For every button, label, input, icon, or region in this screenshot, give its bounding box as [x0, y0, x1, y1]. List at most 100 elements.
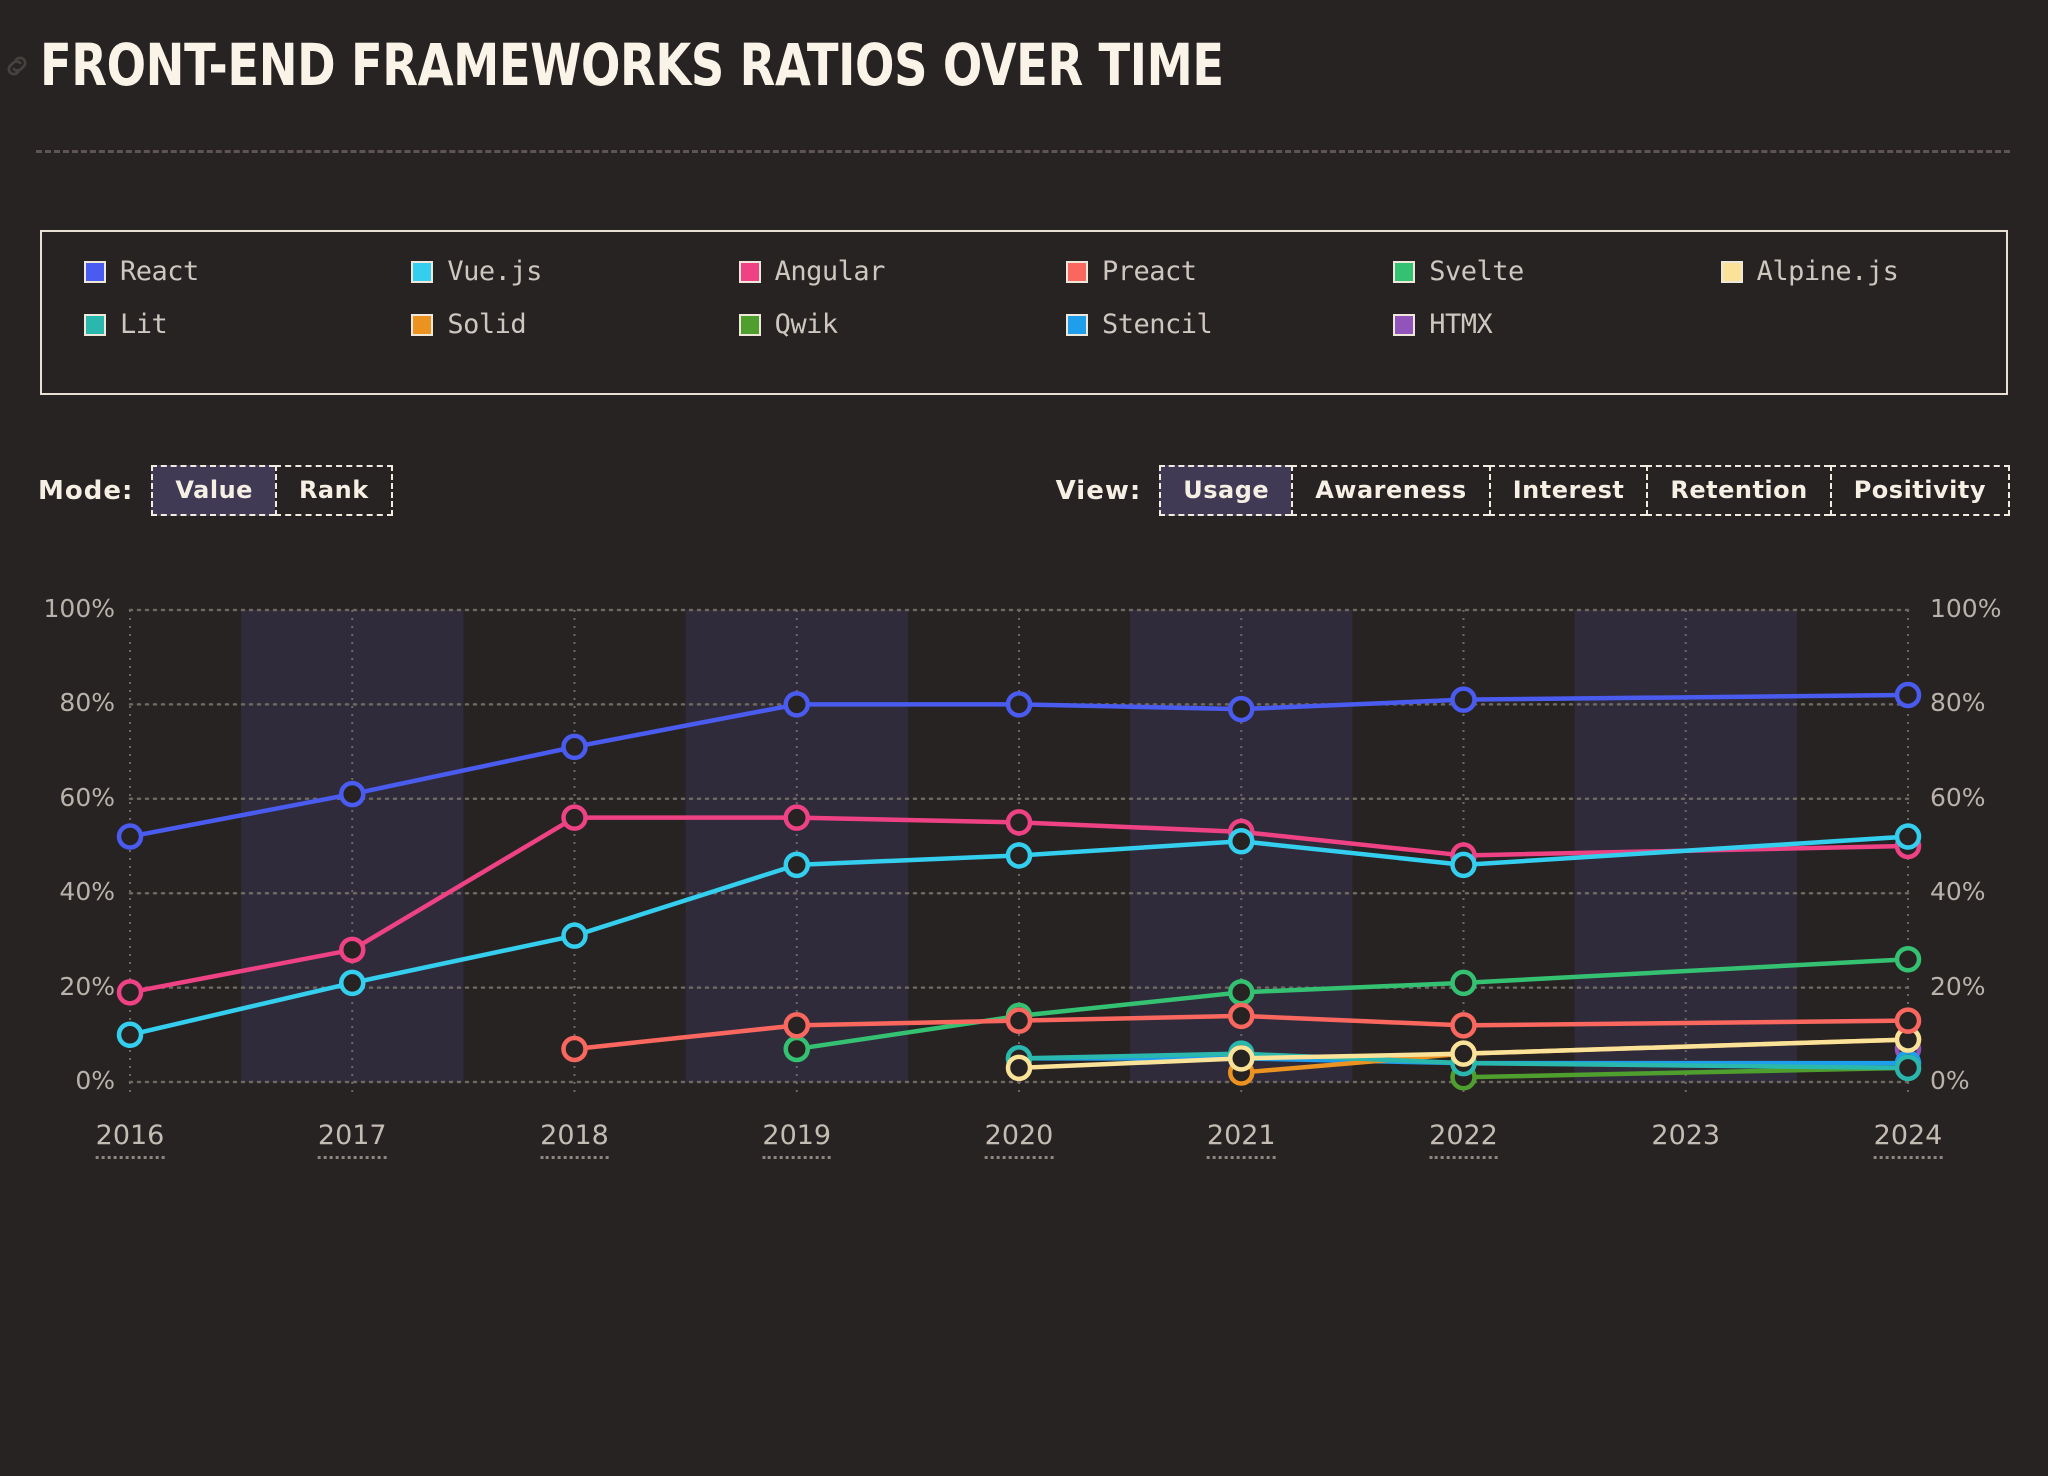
- y-axis-tick-left: 60%: [59, 782, 115, 812]
- data-point[interactable]: [561, 1035, 588, 1063]
- legend-item-lit[interactable]: Lit: [42, 309, 369, 340]
- legend-label-stencil: Stencil: [1101, 309, 1213, 340]
- y-axis-tick-left: 0%: [75, 1066, 115, 1095]
- legend-row: Lit Solid Qwik Stencil HTMX: [42, 309, 2006, 340]
- legend-swatch-qwik: [738, 313, 761, 336]
- data-point[interactable]: [1894, 1054, 1922, 1082]
- data-point[interactable]: [783, 1012, 810, 1039]
- data-point[interactable]: [1228, 979, 1255, 1006]
- data-point[interactable]: [783, 1035, 810, 1063]
- x-axis-tick[interactable]: 2018: [540, 1120, 609, 1159]
- legend-label-lit: Lit: [120, 309, 168, 340]
- legend-item-preact[interactable]: Preact: [1024, 256, 1351, 287]
- data-point[interactable]: [1228, 695, 1255, 723]
- x-axis-tick[interactable]: 2016: [95, 1120, 165, 1159]
- data-point[interactable]: [1450, 1040, 1477, 1067]
- data-point[interactable]: [1450, 851, 1477, 879]
- legend-label-alpinejs: Alpine.js: [1756, 256, 1899, 287]
- data-point[interactable]: [783, 851, 810, 879]
- legend-swatch-htmx: [1393, 313, 1416, 336]
- x-axis-tick[interactable]: 2019: [762, 1120, 832, 1159]
- data-point[interactable]: [1005, 1054, 1033, 1082]
- y-axis-tick-right: 40%: [1930, 877, 1986, 907]
- view-caption: View:: [1055, 475, 1142, 506]
- legend-swatch-solid: [411, 313, 434, 336]
- data-point[interactable]: [116, 979, 144, 1006]
- data-point[interactable]: [339, 780, 366, 808]
- x-axis-tick[interactable]: 2024: [1873, 1120, 1943, 1159]
- data-point[interactable]: [116, 1021, 144, 1049]
- mode-control: Mode: Value Rank: [38, 465, 393, 516]
- legend-swatch-preact: [1065, 260, 1088, 283]
- view-button-interest[interactable]: Interest: [1488, 465, 1647, 516]
- legend: React Vue.js Angular Preact Svelte Alpin…: [40, 230, 2008, 395]
- series-line[interactable]: [127, 815, 1911, 995]
- x-axis-tick[interactable]: 2017: [317, 1120, 387, 1159]
- view-button-usage[interactable]: Usage: [1159, 465, 1292, 516]
- data-point[interactable]: [1894, 823, 1922, 850]
- series-line[interactable]: [1016, 1051, 1911, 1071]
- page-title: FRONT-END FRAMEWORKS RATIOS OVER TIME: [40, 31, 1224, 99]
- data-point[interactable]: [561, 922, 588, 949]
- data-point[interactable]: [1894, 946, 1922, 973]
- data-point[interactable]: [1005, 691, 1033, 718]
- y-axis-tick-right: 20%: [1930, 971, 1986, 1001]
- data-point[interactable]: [339, 969, 366, 997]
- view-button-awareness[interactable]: Awareness: [1291, 465, 1489, 516]
- data-point[interactable]: [561, 804, 588, 831]
- data-point[interactable]: [783, 804, 810, 831]
- legend-item-qwik[interactable]: Qwik: [697, 309, 1024, 340]
- x-axis-tick[interactable]: 2023: [1651, 1120, 1721, 1151]
- legend-label-qwik: Qwik: [774, 309, 839, 340]
- legend-item-react[interactable]: React: [42, 256, 369, 287]
- legend-row: React Vue.js Angular Preact Svelte Alpin…: [42, 256, 2006, 287]
- x-axis-tick[interactable]: 2020: [984, 1120, 1054, 1159]
- legend-label-vuejs: Vue.js: [447, 256, 542, 287]
- series-line[interactable]: [127, 692, 1911, 839]
- mode-button-strip: Value Rank: [151, 465, 393, 516]
- data-point[interactable]: [1894, 681, 1922, 709]
- legend-item-svelte[interactable]: Svelte: [1351, 256, 1678, 287]
- legend-item-vuejs[interactable]: Vue.js: [369, 256, 696, 287]
- data-point[interactable]: [783, 691, 810, 718]
- data-point[interactable]: [116, 823, 144, 850]
- mode-button-rank[interactable]: Rank: [274, 465, 393, 516]
- data-point[interactable]: [1450, 686, 1477, 713]
- mode-button-value[interactable]: Value: [151, 465, 275, 516]
- series-line[interactable]: [1016, 1056, 1911, 1066]
- data-point[interactable]: [561, 733, 588, 761]
- line-chart-svg[interactable]: [0, 580, 2048, 1140]
- legend-item-alpinejs[interactable]: Alpine.js: [1679, 256, 2006, 287]
- legend-item-htmx[interactable]: HTMX: [1351, 309, 1678, 340]
- x-axis-tick[interactable]: 2021: [1206, 1120, 1276, 1159]
- y-axis-tick-right: 0%: [1930, 1066, 1970, 1095]
- view-button-retention[interactable]: Retention: [1646, 465, 1830, 516]
- view-button-positivity[interactable]: Positivity: [1829, 465, 2010, 516]
- series-line[interactable]: [1016, 1037, 1911, 1071]
- data-point[interactable]: [1894, 1007, 1922, 1034]
- view-button-strip: Usage Awareness Interest Retention Posit…: [1159, 465, 2010, 516]
- legend-swatch-stencil: [1065, 313, 1088, 336]
- data-point[interactable]: [1005, 842, 1033, 869]
- data-point[interactable]: [1228, 1045, 1255, 1072]
- data-point[interactable]: [1005, 809, 1033, 836]
- series-line[interactable]: [572, 1013, 1911, 1052]
- legend-item-stencil[interactable]: Stencil: [1024, 309, 1351, 340]
- data-point[interactable]: [339, 936, 366, 964]
- series-line[interactable]: [127, 834, 1911, 1038]
- data-point[interactable]: [1228, 1002, 1255, 1030]
- legend-swatch-vuejs: [411, 260, 434, 283]
- data-point[interactable]: [1450, 969, 1477, 997]
- data-point[interactable]: [1450, 1012, 1477, 1039]
- data-point[interactable]: [1228, 828, 1255, 855]
- series-line[interactable]: [1461, 1065, 1911, 1080]
- y-axis-tick-right: 60%: [1930, 782, 1986, 812]
- legend-item-angular[interactable]: Angular: [697, 256, 1024, 287]
- legend-item-solid[interactable]: Solid: [369, 309, 696, 340]
- view-control: View: Usage Awareness Interest Retention…: [1056, 465, 2010, 516]
- link-icon[interactable]: [2, 46, 32, 86]
- x-axis-tick[interactable]: 2022: [1429, 1120, 1498, 1159]
- mode-caption: Mode:: [38, 475, 134, 506]
- data-point[interactable]: [1005, 1007, 1033, 1034]
